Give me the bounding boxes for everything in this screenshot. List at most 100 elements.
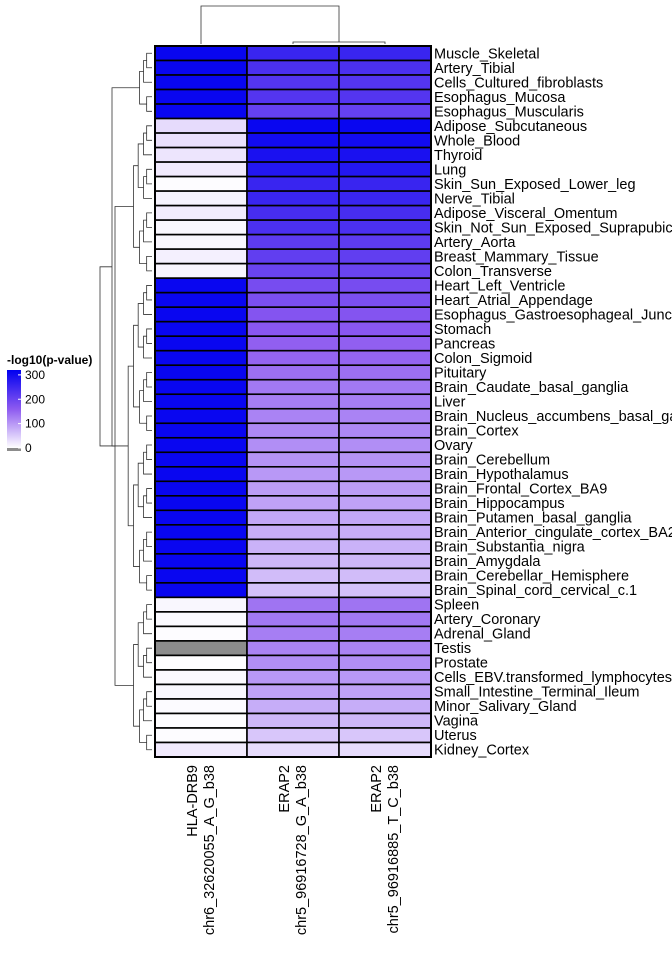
- heatmap-cell: [338, 495, 432, 512]
- row-label: Artery_Tibial: [434, 61, 515, 77]
- heatmap-cell: [154, 654, 248, 671]
- heatmap-cell: [154, 669, 248, 686]
- row-label: Heart_Left_Ventricle: [434, 278, 565, 294]
- row-dendrogram-branch: [99, 266, 115, 447]
- heatmap-cell: [246, 407, 340, 425]
- heatmap-cell: [338, 233, 432, 250]
- heatmap-cell: [338, 204, 432, 221]
- heatmap-cells: [154, 45, 432, 758]
- column-dendrogram-branch: [292, 41, 386, 44]
- row-dendrogram-branch: [146, 168, 152, 185]
- row-label: Nerve_Tibial: [434, 191, 515, 207]
- heatmap-cell: [246, 306, 340, 323]
- color-legend: -log10(p-value) 300 200 100 0: [7, 353, 92, 455]
- row-label: Breast_Mammary_Tissue: [434, 249, 599, 265]
- heatmap-cell: [246, 190, 340, 207]
- heatmap-cell: [338, 262, 432, 279]
- heatmap-cell: [338, 553, 432, 570]
- row-label: Brain_Anterior_cingulate_cortex_BA24: [434, 525, 672, 541]
- row-dendrogram-branch: [139, 549, 147, 584]
- row-label: Small_Intestine_Terminal_Ileum: [434, 685, 640, 701]
- heatmap-cell: [154, 727, 248, 744]
- legend-tick-label: 300: [25, 368, 45, 382]
- row-dendrogram-branch: [139, 709, 147, 743]
- heatmap-cell: [338, 407, 432, 425]
- heatmap-cell: [338, 248, 432, 265]
- heatmap-cell: [338, 567, 432, 584]
- heatmap-cell: [154, 596, 248, 613]
- heatmap-cell: [246, 335, 340, 352]
- row-label: Adrenal_Gland: [434, 627, 531, 643]
- row-label: Artery_Aorta: [434, 235, 516, 251]
- heatmap-cell: [154, 204, 248, 221]
- row-label: Esophagus_Muscularis: [434, 104, 584, 120]
- row-dendrogram-branch: [143, 335, 152, 359]
- heatmap-cell: [246, 161, 340, 178]
- column-variant-label: chr6_32620055_A_G_b38: [202, 765, 218, 935]
- column-variant-label: chr5_96916885_T_C_b38: [386, 765, 402, 934]
- heatmap-cell: [154, 320, 248, 338]
- heatmap-cell: [338, 524, 432, 541]
- heatmap-cell: [338, 698, 432, 715]
- row-dendrogram-branch: [143, 495, 152, 518]
- heatmap-cell: [154, 538, 248, 555]
- row-dendrogram-branch: [146, 415, 152, 431]
- heatmap-cell: [246, 132, 340, 149]
- heatmap-cell: [338, 349, 432, 367]
- heatmap-cell: [246, 291, 340, 308]
- legend-title: -log10(p-value): [7, 353, 92, 367]
- heatmap-cell: [338, 190, 432, 207]
- heatmap-cell: [246, 611, 340, 628]
- heatmap-cell: [154, 582, 248, 599]
- heatmap-cell: [154, 291, 248, 308]
- heatmap-cell: [246, 277, 340, 294]
- row-dendrogram-branch: [146, 691, 152, 707]
- heatmap-cell: [154, 712, 248, 729]
- row-label: Lung: [434, 162, 466, 178]
- heatmap-cell: [338, 364, 432, 381]
- heatmap-cell: [154, 146, 248, 163]
- row-dendrogram-branch: [143, 379, 152, 402]
- row-dendrogram: [99, 52, 152, 751]
- row-label: Brain_Amygdala: [434, 554, 541, 570]
- heatmap-cell: [338, 277, 432, 294]
- row-dendrogram-branch: [143, 451, 152, 475]
- column-variant-label: chr5_96916728_G_A_b38: [294, 765, 310, 935]
- heatmap-cell: [246, 59, 340, 76]
- heatmap-cell: [154, 524, 248, 541]
- heatmap-cell: [246, 146, 340, 163]
- heatmap-cell: [246, 262, 340, 279]
- row-label: Brain_Nucleus_accumbens_basal_ganglia: [434, 409, 672, 425]
- heatmap-cell: [246, 509, 340, 526]
- heatmap-cell: [338, 640, 432, 657]
- row-dendrogram-branch: [143, 655, 152, 678]
- heatmap-cell: [154, 175, 248, 192]
- row-dendrogram-branch: [146, 96, 152, 112]
- heatmap-cell: [246, 741, 340, 758]
- row-label: Artery_Coronary: [434, 612, 541, 628]
- heatmap-cell: [338, 582, 432, 599]
- row-dendrogram-branch: [137, 143, 144, 188]
- row-dendrogram-branch: [146, 328, 152, 344]
- row-dendrogram-branch: [133, 165, 140, 248]
- heatmap-cell: [246, 698, 340, 715]
- row-label: Brain_Cerebellum: [434, 453, 550, 469]
- heatmap-cell: [338, 291, 432, 308]
- heatmap-cell: [154, 335, 248, 352]
- heatmap-cell: [338, 88, 432, 105]
- row-label: Brain_Substantia_nigra: [434, 540, 586, 556]
- heatmap-cell: [246, 538, 340, 555]
- heatmap-cell: [338, 320, 432, 338]
- row-label: Whole_Blood: [434, 133, 520, 149]
- legend-tick-label: 200: [25, 392, 45, 406]
- heatmap-cell: [154, 277, 248, 294]
- heatmap-cell: [154, 74, 248, 91]
- row-dendrogram-branch: [146, 372, 152, 388]
- row-dendrogram-branch: [146, 52, 152, 69]
- heatmap-cell: [154, 407, 248, 425]
- heatmap-cell: [338, 451, 432, 468]
- row-dendrogram-branch: [143, 611, 152, 635]
- row-dendrogram-branch: [146, 125, 152, 141]
- heatmap-cell: [154, 248, 248, 265]
- heatmap-cell: [246, 103, 340, 120]
